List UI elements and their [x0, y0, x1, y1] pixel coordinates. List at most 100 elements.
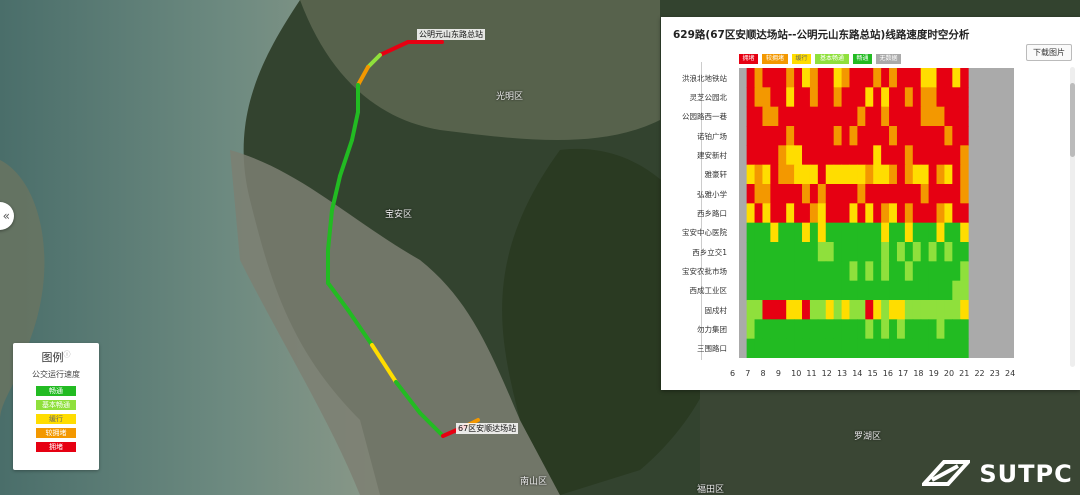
x-tick-label: 11: [806, 369, 817, 378]
heatmap-cell: [778, 68, 787, 88]
stop-label-0: 洪浪北地铁站: [682, 73, 727, 83]
heatmap-cell: [849, 203, 858, 224]
heatmap-cell: [754, 164, 763, 185]
heatmap-cell: [825, 164, 835, 185]
heatmap-cell: [904, 338, 914, 358]
heatmap-cell: [802, 338, 811, 358]
heatmap-cell: [881, 242, 890, 262]
heatmap-cell: [786, 222, 795, 243]
heatmap-cell: [770, 145, 779, 166]
heatmap-cell: [865, 338, 874, 358]
heatmap-cell: [841, 300, 850, 320]
heatmap-cell: [833, 164, 843, 185]
heatmap-cell: [809, 261, 819, 282]
heatmap-legend-smooth[interactable]: 畅通: [853, 54, 872, 64]
heatmap-cell: [794, 126, 803, 146]
heatmap-cell: [849, 87, 858, 108]
heatmap-cell: [889, 145, 898, 166]
stop-label-5: 雅豪轩: [704, 170, 728, 180]
heatmap-cell: [896, 203, 906, 224]
terminal-start-label[interactable]: 公明元山东路总站: [417, 29, 485, 40]
heatmap-cell: [896, 242, 906, 262]
heatmap-cell: [928, 300, 938, 320]
heatmap-cell: [865, 68, 874, 88]
heatmap-cell: [865, 203, 874, 224]
heatmap-cell: [881, 203, 890, 224]
heatmap-cell: [912, 242, 922, 262]
heatmap-cell: [825, 261, 835, 282]
heatmap-legend-congested[interactable]: 拥堵: [739, 54, 758, 64]
x-tick-label: 18: [913, 369, 924, 378]
route-segment: [338, 138, 354, 178]
district-label-luohu: 罗湖区: [854, 432, 882, 442]
heatmap-cell: [754, 126, 763, 146]
heatmap-cell: [825, 300, 835, 320]
heatmap-cell: [786, 300, 795, 320]
heatmap-cell: [786, 145, 795, 166]
x-tick-label: 19: [928, 369, 939, 378]
heatmap-cell: [857, 222, 866, 243]
heatmap-cell: [809, 242, 819, 262]
heatmap-cell: [817, 164, 827, 185]
legend-item-congested: 拥堵: [36, 442, 76, 452]
heatmap-legend-basic-smooth[interactable]: 基本畅通: [815, 54, 849, 64]
heatmap-cell: [881, 222, 890, 243]
heatmap-cell: [881, 280, 890, 301]
heatmap-cell: [928, 242, 938, 262]
heatmap-cell: [881, 87, 890, 108]
heatmap-cell: [849, 261, 858, 282]
terminal-end-label[interactable]: 67区安顺达场站: [456, 423, 519, 434]
heatmap-cell: [802, 184, 811, 204]
heatmap-cell: [952, 145, 961, 166]
scroll-thumb[interactable]: [1070, 83, 1075, 157]
collapse-sidebar-button[interactable]: «: [0, 202, 14, 230]
sutpc-logo-icon: [919, 460, 973, 486]
heatmap-cell: [857, 164, 866, 185]
heatmap-cell: [794, 184, 803, 204]
heatmap-cell: [817, 261, 827, 282]
stop-label-4: 建安新村: [697, 151, 727, 160]
heatmap-legend-crawl[interactable]: 缓行: [792, 54, 811, 64]
heatmap-cell: [754, 68, 763, 88]
heatmap-cell: [849, 300, 858, 320]
heatmap-cell: [817, 319, 827, 340]
heatmap-cell: [809, 68, 819, 88]
district-label-nanshan: 南山区: [520, 477, 548, 487]
heatmap-cell: [770, 300, 779, 320]
heatmap-cell: [904, 222, 914, 243]
heatmap-cell: [802, 280, 811, 301]
x-tick-label: 9: [775, 369, 781, 378]
heatmap-cell: [944, 319, 953, 340]
heatmap-cell: [833, 280, 843, 301]
heatmap-cell: [920, 338, 930, 358]
stop-label-13: 勿力集团: [697, 325, 727, 334]
heatmap-cell: [754, 222, 763, 243]
heatmap-cell: [841, 222, 850, 243]
district-label-baoan: 宝安区: [385, 210, 413, 220]
heatmap-cell: [865, 126, 874, 146]
heatmap-cell: [778, 300, 787, 320]
heatmap-cell: [928, 222, 938, 243]
download-image-button[interactable]: 下载图片: [1026, 44, 1072, 61]
info-icon[interactable]: ⓘ: [63, 350, 71, 359]
heatmap-legend-slow[interactable]: 较拥堵: [762, 54, 788, 64]
heatmap-cell: [778, 280, 787, 301]
scroll-track[interactable]: [1070, 67, 1075, 367]
heatmap-legend-no-data[interactable]: 无数据: [876, 54, 901, 64]
heatmap-cell: [912, 164, 922, 185]
legend-subtitle: 公交运行速度: [32, 370, 80, 379]
heatmap-cell: [952, 261, 961, 282]
heatmap-cell: [770, 68, 779, 88]
heatmap-cell: [904, 280, 914, 301]
heatmap-cell: [936, 242, 945, 262]
heatmap-cell: [928, 164, 938, 185]
heatmap-cell: [786, 203, 795, 224]
heatmap-cell: [754, 87, 763, 108]
heatmap-cell: [746, 338, 756, 358]
heatmap-cell: [865, 145, 874, 166]
heatmap-cell: [944, 184, 953, 204]
heatmap-cell: [825, 280, 835, 301]
x-tick-label: 15: [867, 369, 878, 378]
heatmap-cell: [746, 87, 756, 108]
speed-heatmap[interactable]: [739, 68, 1014, 358]
